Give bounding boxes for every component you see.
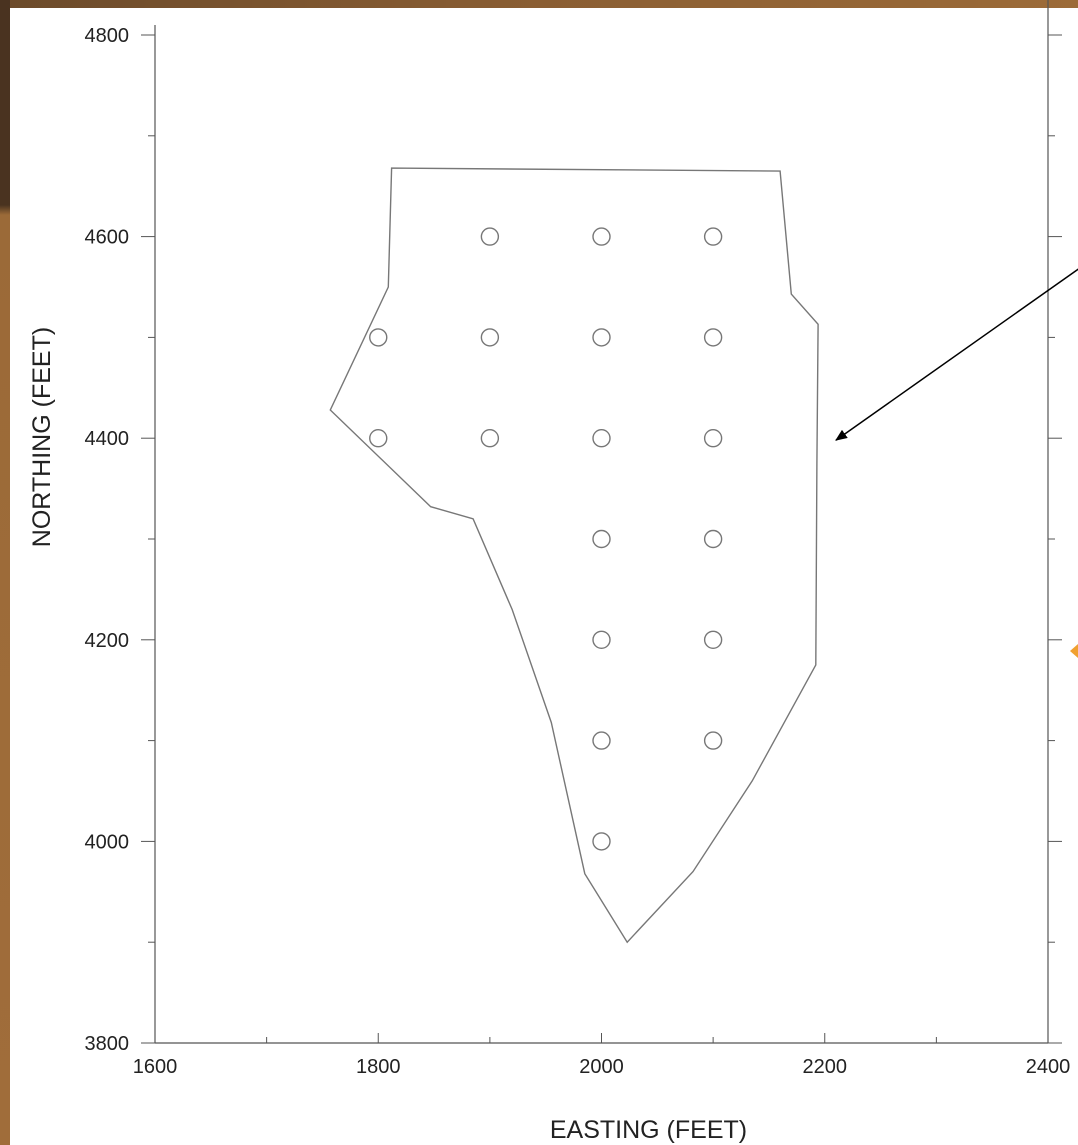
data-point xyxy=(703,429,723,448)
x-tick-label: 1600 xyxy=(133,1056,178,1078)
data-point xyxy=(592,731,611,750)
x-tick-label: 1800 xyxy=(356,1056,401,1078)
y-tick-label: 4000 xyxy=(85,831,130,853)
data-point xyxy=(480,227,500,246)
data-point xyxy=(703,529,723,549)
y-tick-label: 4800 xyxy=(85,25,130,47)
frame-left-border xyxy=(0,0,10,1145)
data-point xyxy=(703,731,723,750)
data-point xyxy=(703,227,723,246)
data-point xyxy=(480,328,500,347)
frame-top-border xyxy=(0,0,1078,8)
data-point xyxy=(592,832,611,851)
data-point xyxy=(480,429,500,448)
orange-pointer-icon xyxy=(1070,644,1078,658)
data-point xyxy=(369,328,388,347)
annotation-arrow xyxy=(835,268,1078,441)
points-layer xyxy=(369,227,723,851)
data-point xyxy=(592,328,611,347)
data-point xyxy=(592,227,611,246)
y-tick-label: 4200 xyxy=(85,630,130,652)
y-tick-label: 4600 xyxy=(85,227,130,249)
data-point xyxy=(369,429,388,448)
y-tick-label: 3800 xyxy=(85,1033,130,1055)
y-axis-title: NORTHING (FEET) xyxy=(28,327,56,547)
annotation-layer xyxy=(835,268,1078,658)
site-boundary xyxy=(329,167,819,944)
axes: 3800 4000 4200 4400 4600 4800 1600 1800 2000 2200… xyxy=(85,0,1071,1078)
x-tick-label: 2000 xyxy=(579,1056,624,1078)
boundary-layer xyxy=(329,167,819,944)
y-tick-label: 4400 xyxy=(85,428,130,450)
data-point xyxy=(592,630,611,649)
data-point xyxy=(703,328,723,347)
x-tick-label: 2400 xyxy=(1026,1056,1071,1078)
data-point xyxy=(703,630,723,649)
data-point xyxy=(592,529,611,549)
x-tick-label: 2200 xyxy=(803,1056,848,1078)
x-axis-title: EASTING (FEET) xyxy=(550,1116,747,1144)
data-point xyxy=(592,429,611,448)
